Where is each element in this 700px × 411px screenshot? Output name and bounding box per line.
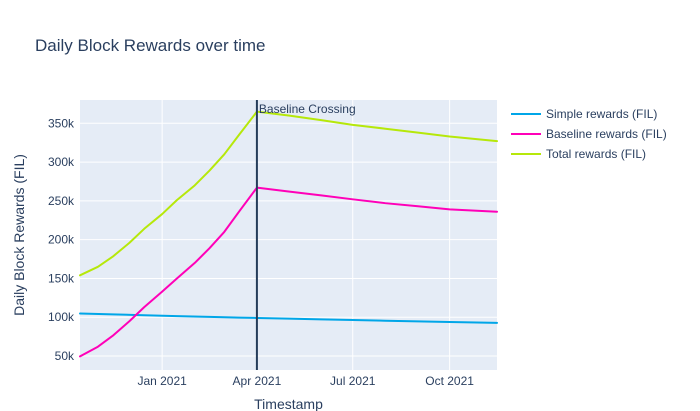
y-tick-label: 350k [48,116,75,130]
y-tick-label: 200k [48,233,75,247]
annotation-label: Baseline Crossing [259,102,356,116]
x-tick-label: Apr 2021 [233,374,282,388]
series-line-1 [79,186,498,358]
series-line-2 [79,110,498,277]
grid-layer [80,100,497,370]
annotation-layer: Baseline Crossing [255,100,356,370]
y-axis-title: Daily Block Rewards (FIL) [11,154,27,316]
legend-entry-label: Total rewards (FIL) [546,147,646,161]
x-tick-label: Oct 2021 [425,374,474,388]
y-tick-label: 250k [48,194,75,208]
plot-background [80,100,497,370]
chart-title: Daily Block Rewards over time [35,36,266,55]
legend-entry-label: Baseline rewards (FIL) [546,127,667,141]
x-axis-title: Timestamp [254,396,323,411]
legend: Simple rewards (FIL) Baseline rewards (FI… [511,107,667,161]
y-tick-label: 100k [48,310,75,324]
series-layer [79,110,498,358]
tick-label-layer: 50k 100k 150k 200k 250k 300k 350k Jan 2021 Apr 2… [48,116,474,388]
y-tick-label: 300k [48,155,75,169]
y-tick-label: 150k [48,271,75,285]
x-tick-label: Jul 2021 [330,374,376,388]
x-tick-label: Jan 2021 [137,374,187,388]
y-tick-label: 50k [55,349,75,363]
legend-entry-label: Simple rewards (FIL) [546,107,657,121]
series-line-0 [79,312,498,324]
